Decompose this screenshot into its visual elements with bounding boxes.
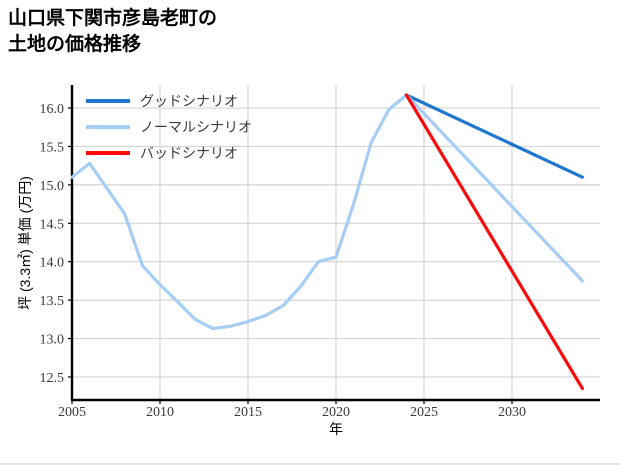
y-tick-label: 14.5 (40, 217, 65, 232)
x-tick-label: 2015 (234, 405, 262, 420)
x-tick-labels: 2005 2010 2015 2020 2025 2030 (58, 405, 526, 420)
x-tick-label: 2030 (498, 405, 526, 420)
y-tick-label: 12.5 (40, 371, 65, 386)
y-tick-label: 13.5 (40, 294, 65, 309)
x-tick-label: 2005 (58, 405, 86, 420)
series-line (404, 93, 585, 179)
series-line (404, 93, 585, 391)
x-tick-label: 2010 (146, 405, 174, 420)
x-tick-label: 2025 (410, 405, 438, 420)
legend-label: グッドシナリオ (140, 93, 238, 109)
series-line (70, 93, 408, 331)
series-line (404, 93, 585, 283)
y-tick-label: 15.5 (40, 140, 65, 155)
gridlines (71, 85, 600, 400)
legend-label: ノーマルシナリオ (140, 119, 252, 135)
y-tick-labels: 12.5 13.0 13.5 14.0 14.5 15.0 15.5 16.0 (40, 102, 65, 386)
y-tick-label: 15.0 (40, 179, 65, 194)
page-title: 山口県下関市彦島老町の 土地の価格推移 (8, 8, 218, 56)
y-axis-title: 坪 (3.3㎡) 単価 (万円) (17, 176, 33, 310)
y-tick-label: 13.0 (40, 333, 65, 348)
x-tick-label: 2020 (322, 405, 350, 420)
bottom-divider (0, 463, 621, 465)
legend-label: バッドシナリオ (140, 145, 238, 161)
y-tick-label: 14.0 (40, 256, 65, 271)
series-lines (70, 93, 585, 391)
x-axis-title: 年 (329, 421, 343, 437)
y-tick-label: 16.0 (40, 102, 65, 117)
